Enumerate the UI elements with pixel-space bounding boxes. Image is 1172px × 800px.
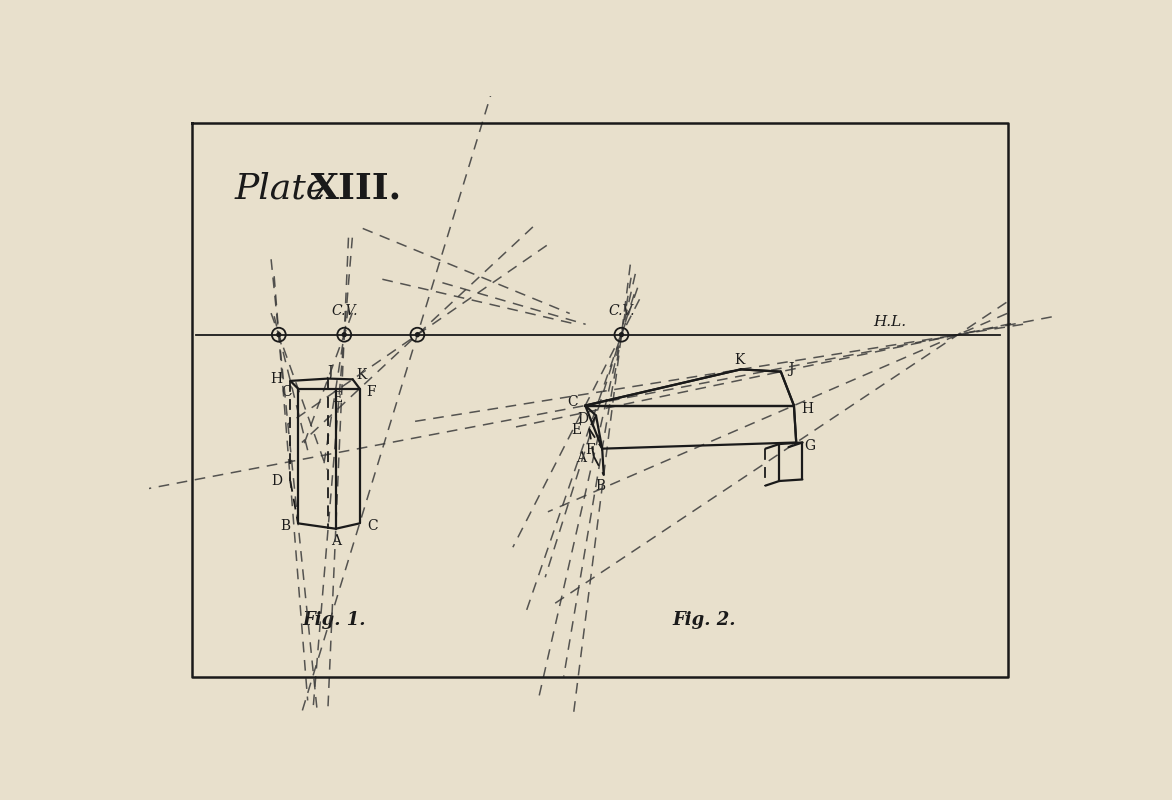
Text: A: A [575,451,586,465]
Text: F: F [366,385,375,398]
Text: C.V.: C.V. [608,304,635,318]
Text: Plate: Plate [234,171,339,206]
Text: Fig. 2.: Fig. 2. [672,610,736,629]
Text: J: J [327,366,333,379]
Text: D: D [272,474,282,488]
Text: XIII.: XIII. [311,171,402,206]
Text: J: J [789,362,795,375]
Text: K: K [734,353,744,367]
Text: G: G [804,438,815,453]
Text: E: E [571,423,581,437]
Text: H: H [802,402,813,416]
Text: H.L.: H.L. [873,315,906,330]
Text: B: B [595,478,605,493]
Text: Fig. 1.: Fig. 1. [302,610,366,629]
Text: A: A [331,534,341,548]
Text: F: F [585,443,594,457]
Text: E: E [332,391,342,405]
Text: H: H [271,372,282,386]
Text: C: C [281,385,292,398]
Circle shape [342,333,346,337]
Circle shape [415,333,420,337]
Text: C: C [567,395,578,410]
Text: C: C [367,519,377,534]
Text: B: B [280,519,291,534]
Text: C.V.: C.V. [331,304,357,318]
Circle shape [620,333,624,337]
Text: D: D [578,412,588,426]
Circle shape [277,333,281,337]
Text: K: K [356,368,367,382]
